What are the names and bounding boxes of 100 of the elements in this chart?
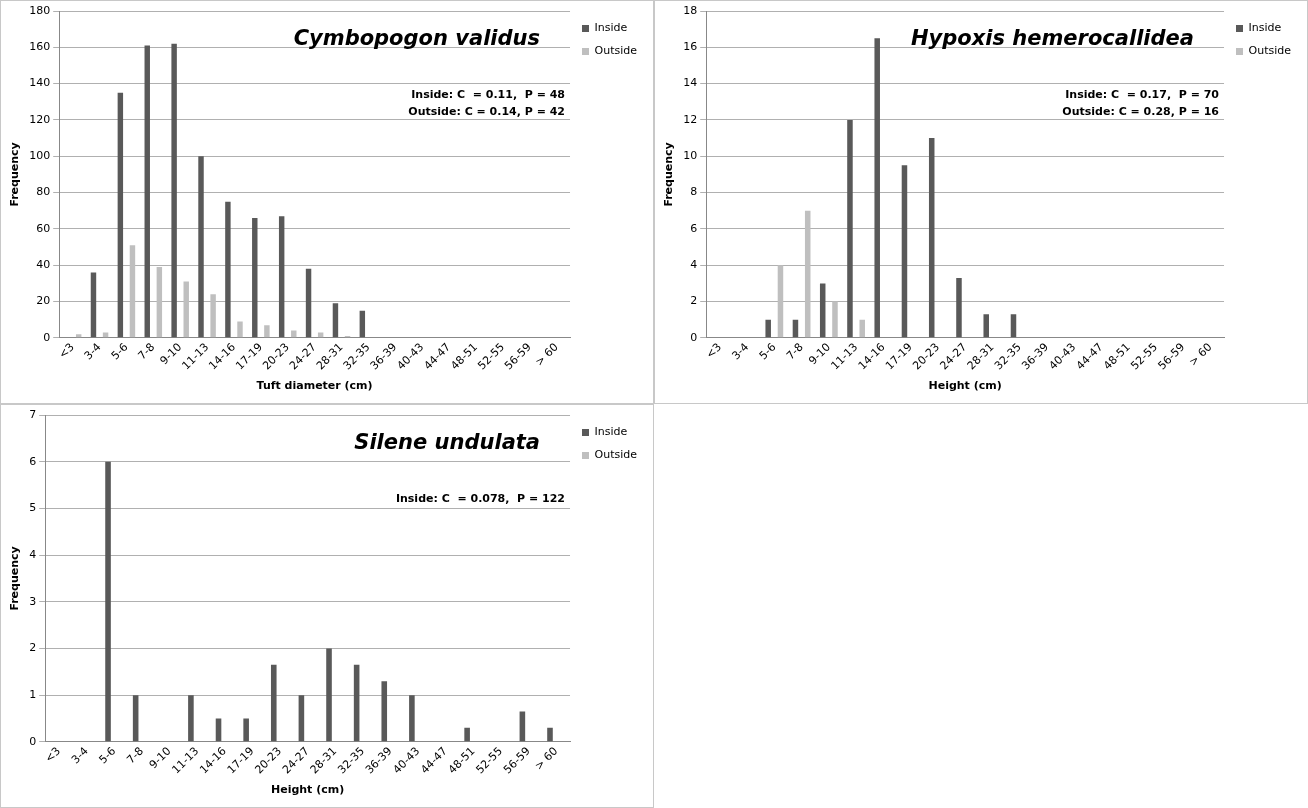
x-tick-label: 5-6 xyxy=(108,340,131,363)
y-tick-label: 4 xyxy=(29,547,37,561)
bar xyxy=(129,245,136,338)
y-tick-label: 3 xyxy=(29,594,37,608)
text: Silene undulata xyxy=(354,430,541,454)
y-tick-label: 4 xyxy=(690,258,698,272)
annotation: Inside: C = 0.078, P = 122 xyxy=(395,492,566,505)
y-tick-label: 16 xyxy=(683,40,698,54)
x-tick-label: 3-4 xyxy=(729,340,752,363)
bar xyxy=(183,281,189,338)
bar xyxy=(832,301,838,338)
bar xyxy=(332,303,339,338)
bar xyxy=(1010,314,1017,338)
y-tick-label: 6 xyxy=(690,221,698,235)
y-axis-title: Frequency xyxy=(662,142,676,207)
bar xyxy=(237,321,243,338)
y-tick-label: 60 xyxy=(36,221,51,235)
y-tick-label: 8 xyxy=(690,185,698,199)
annotation: Inside: C = 0.11, P = 48 xyxy=(411,88,566,101)
bar xyxy=(874,38,880,338)
x-tick-label: 5-6 xyxy=(756,340,779,363)
bar xyxy=(278,216,285,338)
x-axis-title: Height (cm) xyxy=(928,379,1002,393)
bar xyxy=(804,210,811,338)
legend-label: Inside xyxy=(594,425,628,439)
annotation: Inside: C = 0.17, P = 70 xyxy=(1065,88,1220,101)
bar xyxy=(765,319,771,338)
bar xyxy=(847,119,853,338)
x-tick-label: 3-4 xyxy=(81,340,104,363)
text: Cymbopogon validus xyxy=(293,26,541,50)
y-tick-label: 5 xyxy=(29,501,37,515)
y-tick-label: 0 xyxy=(29,734,37,748)
y-tick-label: 1 xyxy=(29,688,37,702)
x-tick-label: > 60 xyxy=(532,744,561,773)
bar xyxy=(117,92,124,338)
bar xyxy=(198,156,204,338)
legend-label: Inside xyxy=(594,21,628,35)
bar xyxy=(144,45,150,338)
bar xyxy=(102,332,109,338)
bar xyxy=(464,727,470,742)
bar xyxy=(210,294,216,338)
bar xyxy=(547,727,553,742)
x-tick-label: 3-4 xyxy=(68,744,91,767)
y-tick-label: 0 xyxy=(43,330,51,344)
legend-label: Outside xyxy=(594,448,638,462)
bar xyxy=(305,268,312,338)
y-tick-label: 14 xyxy=(683,76,698,90)
legend-label: Inside xyxy=(1248,21,1282,35)
y-tick-label: 180 xyxy=(29,3,51,17)
legend-label: Outside xyxy=(594,44,638,58)
bar xyxy=(819,283,826,338)
y-tick-label: 80 xyxy=(36,185,51,199)
y-tick-label: 0 xyxy=(690,330,698,344)
y-tick-label: 100 xyxy=(29,149,51,163)
y-tick-label: 120 xyxy=(29,112,51,126)
bar xyxy=(928,138,935,338)
bar xyxy=(270,664,277,742)
bar xyxy=(901,165,908,338)
y-axis-title: Frequency xyxy=(8,142,22,207)
bar xyxy=(105,461,111,742)
y-tick-label: 20 xyxy=(36,294,51,308)
x-tick-label: <3 xyxy=(56,340,77,362)
bar xyxy=(156,267,163,338)
x-axis-title: Tuft diameter (cm) xyxy=(256,379,373,393)
y-tick-label: 12 xyxy=(683,112,698,126)
x-tick-label: 5-6 xyxy=(96,744,119,767)
bar xyxy=(326,648,332,742)
x-tick-label: 7-8 xyxy=(135,340,158,363)
bar xyxy=(983,314,989,338)
y-tick-label: 160 xyxy=(29,40,51,54)
annotation: Outside: C = 0.28, P = 16 xyxy=(1062,105,1220,118)
y-tick-label: 140 xyxy=(29,76,51,90)
x-tick-label: 7-8 xyxy=(124,744,147,767)
bar xyxy=(264,325,270,338)
bar xyxy=(859,319,865,338)
y-tick-label: 2 xyxy=(29,641,37,655)
bar xyxy=(225,201,231,338)
bar xyxy=(243,718,249,742)
x-tick-label: > 60 xyxy=(532,340,561,369)
x-tick-label: 7-8 xyxy=(783,340,806,363)
bar xyxy=(956,277,962,338)
annotation: Outside: C = 0.14, P = 42 xyxy=(408,105,566,118)
y-tick-label: 7 xyxy=(29,407,37,421)
bar xyxy=(381,681,388,742)
bar xyxy=(317,332,324,338)
x-tick-label: <3 xyxy=(703,340,724,362)
text: Hypoxis hemerocallidea xyxy=(910,26,1195,50)
bar xyxy=(409,695,415,742)
y-tick-label: 40 xyxy=(36,258,51,272)
y-tick-label: 10 xyxy=(683,149,698,163)
y-axis-title: Frequency xyxy=(8,546,22,611)
bar xyxy=(171,43,177,338)
x-tick-label: <3 xyxy=(42,744,64,766)
bar xyxy=(777,265,784,338)
y-tick-label: 18 xyxy=(683,3,698,17)
legend-label: Outside xyxy=(1248,44,1292,58)
y-tick-label: 6 xyxy=(29,454,37,468)
y-tick-label: 2 xyxy=(690,294,698,308)
bar xyxy=(252,218,258,338)
x-axis-title: Height (cm) xyxy=(270,783,345,797)
